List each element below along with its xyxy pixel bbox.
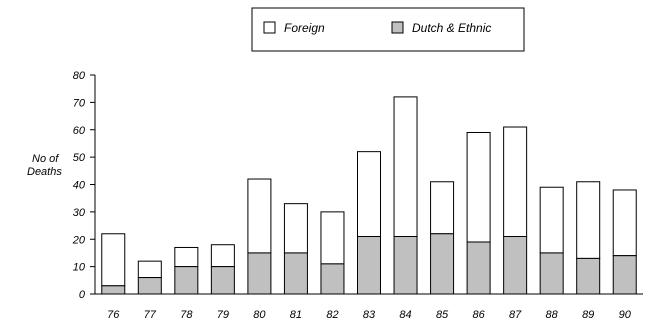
bar-dutch-ethnic (320, 263, 345, 295)
legend: Foreign Dutch & Ethnic (251, 7, 525, 52)
x-tick-label: 88 (546, 309, 559, 321)
bar-foreign (210, 244, 235, 268)
bar-foreign (320, 211, 345, 265)
bar-dutch-ethnic (466, 241, 491, 295)
x-tick-label: 85 (436, 309, 449, 321)
y-tick-label: 70 (73, 97, 86, 109)
x-tick-label: 78 (180, 309, 193, 321)
y-tick-labels: 0 10 20 30 40 50 60 70 80 (72, 70, 86, 301)
x-tick-label: 79 (217, 309, 229, 321)
x-tick-label: 87 (509, 309, 522, 321)
x-tick-label: 76 (107, 309, 120, 321)
y-tick-label: 20 (72, 234, 86, 246)
bar-foreign (247, 178, 272, 254)
x-tick-label: 90 (619, 309, 632, 321)
bar-dutch-ethnic (430, 233, 455, 295)
bar-dutch-ethnic (576, 257, 601, 295)
bar-foreign (101, 233, 126, 287)
legend-label-foreign: Foreign (284, 21, 325, 35)
bar-foreign (466, 131, 491, 243)
bar-dutch-ethnic (137, 277, 162, 295)
legend-label-dutch-ethnic: Dutch & Ethnic (412, 21, 491, 35)
bar-foreign (576, 181, 601, 259)
x-tick-label: 82 (326, 309, 338, 321)
bar-foreign (612, 189, 637, 257)
bar-dutch-ethnic (101, 285, 126, 295)
x-tick-label: 83 (363, 309, 376, 321)
y-tick-label: 0 (79, 289, 86, 301)
y-tick-label: 80 (73, 70, 86, 82)
y-axis-title-line-2: Deaths (27, 166, 62, 178)
x-tick-label: 84 (399, 309, 411, 321)
bar-foreign (174, 246, 199, 268)
bar-dutch-ethnic (612, 255, 637, 295)
x-tick-label: 86 (472, 309, 485, 321)
x-tick-label: 81 (290, 309, 302, 321)
bar-dutch-ethnic (503, 236, 528, 295)
bar-foreign (283, 203, 308, 254)
bar-dutch-ethnic (539, 252, 564, 295)
y-tick-label: 40 (73, 180, 86, 192)
bar-dutch-ethnic (247, 252, 272, 295)
legend-swatch-foreign (263, 21, 276, 34)
x-tick-label: 80 (253, 309, 266, 321)
bar-dutch-ethnic (357, 236, 381, 295)
y-axis-title-line-1: No of (32, 153, 59, 165)
bar-dutch-ethnic (210, 266, 235, 295)
bar-foreign (357, 151, 381, 238)
bar-dutch-ethnic (393, 236, 418, 295)
bar-foreign (539, 186, 564, 254)
bar-foreign (393, 96, 418, 238)
bars (101, 96, 637, 295)
bar-foreign (137, 260, 162, 279)
y-tick-label: 30 (73, 207, 86, 219)
bar-dutch-ethnic (283, 252, 308, 295)
legend-swatch-dutch-ethnic (391, 21, 404, 34)
bar-foreign (430, 181, 455, 235)
bar-dutch-ethnic (174, 266, 199, 295)
legend-box (251, 7, 525, 52)
x-tick-labels: 76 77 78 79 80 81 82 83 84 85 86 87 88 89 90 (107, 309, 632, 321)
y-tick-label: 60 (73, 125, 86, 137)
y-tick-label: 10 (73, 262, 86, 274)
y-tick-label: 50 (73, 152, 86, 164)
bar-foreign (503, 126, 528, 238)
x-tick-label: 77 (144, 309, 157, 321)
x-tick-label: 89 (582, 309, 594, 321)
